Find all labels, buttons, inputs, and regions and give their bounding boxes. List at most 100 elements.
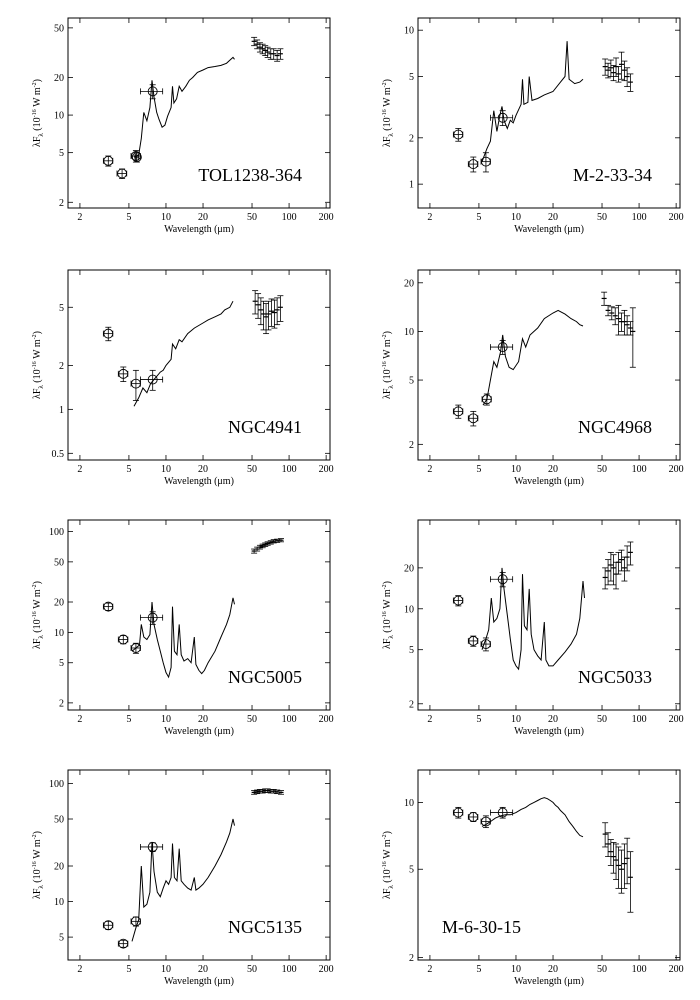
x-axis-label: Wavelength (μm) [164, 476, 234, 487]
y-axis-label-part: (10 [382, 619, 393, 635]
y-tick-label: 50 [54, 557, 64, 568]
x-tick-label: 100 [632, 464, 647, 475]
x-tick-label: 5 [476, 714, 481, 725]
x-tick-label: 100 [282, 464, 297, 475]
lws-point [621, 843, 628, 889]
photometry-marker [453, 406, 464, 417]
x-axis-label: Wavelength (μm) [514, 224, 584, 235]
x-tick-label: 200 [669, 464, 684, 475]
lws-point [618, 549, 625, 572]
x-tick-label: 20 [198, 964, 208, 975]
x-tick-label: 50 [247, 212, 257, 223]
lws-point [270, 48, 277, 60]
irs-spectrum-line [133, 300, 234, 407]
object-name-label: NGC5033 [578, 667, 652, 687]
y-tick-label: 5 [409, 865, 414, 876]
photometry-point [102, 155, 114, 167]
photometry-marker [147, 86, 158, 97]
y-axis-label-part: (10 [382, 869, 393, 885]
object-name-label: M-2-33-34 [573, 165, 652, 185]
y-tick-label: 10 [404, 604, 414, 615]
y-axis-label-part: λF [32, 388, 43, 399]
x-tick-label: 100 [282, 714, 297, 725]
x-tick-label: 2 [77, 464, 82, 475]
y-tick-label: 10 [404, 26, 414, 37]
chart-panel: 2 5 10 20 50 100 200 5 10 20 50 100 Wavelength (μm) λ… [32, 769, 334, 987]
x-tick-label: 100 [282, 212, 297, 223]
photometry-marker [118, 634, 129, 645]
lws-point [624, 545, 631, 572]
lws-point [274, 297, 281, 326]
lws-point [263, 303, 270, 335]
y-axis-label-part: -16 [382, 611, 388, 619]
x-axis-label: Wavelength (μm) [164, 976, 234, 987]
photometry-point [490, 572, 514, 588]
photometry-marker [131, 152, 142, 163]
y-axis-label-part: -2 [382, 834, 388, 839]
photometry-point [480, 152, 491, 173]
lws-point [602, 58, 609, 76]
lws-point [278, 790, 285, 795]
x-tick-label: 10 [511, 964, 521, 975]
photometry-point [452, 806, 464, 819]
lws-point [624, 315, 631, 336]
x-tick-label: 50 [597, 212, 607, 223]
photometry-point [467, 635, 479, 647]
y-axis-label: λFλ (10-16 W m-2) [382, 581, 395, 649]
y-axis-label-part: ) [32, 79, 43, 82]
photometry-marker [130, 151, 141, 161]
photometry-marker [130, 916, 141, 927]
lws-point [607, 839, 614, 866]
y-tick-label: 20 [404, 563, 414, 574]
irs-spectrum-line [482, 309, 584, 406]
y-axis-label-part: -2 [32, 334, 38, 339]
y-axis-label-part: ) [32, 331, 43, 334]
x-tick-label: 20 [548, 464, 558, 475]
photometry-marker [103, 920, 114, 931]
photometry-point [102, 326, 114, 342]
y-tick-label: 20 [54, 73, 64, 84]
lws-point [610, 65, 617, 82]
photometry-point [467, 410, 479, 427]
y-axis-label-part: -16 [32, 109, 38, 117]
plot-frame [417, 269, 681, 461]
lws-point [627, 321, 634, 336]
lws-point [274, 789, 281, 795]
y-axis-label-part: λ [387, 385, 395, 389]
x-axis-label: Wavelength (μm) [514, 976, 584, 987]
x-tick-label: 5 [126, 464, 131, 475]
x-tick-label: 100 [632, 964, 647, 975]
x-tick-label: 50 [247, 714, 257, 725]
photometry-marker [117, 168, 128, 179]
lws-point [251, 790, 258, 795]
photometry-marker [130, 378, 141, 389]
y-tick-label: 20 [54, 598, 64, 609]
lws-point [621, 556, 628, 582]
x-axis-label: Wavelength (μm) [164, 726, 234, 737]
photometry-marker [480, 156, 491, 167]
photometry-marker [130, 643, 141, 653]
y-axis-label-part: λ [387, 133, 395, 137]
x-tick-label: 200 [319, 964, 334, 975]
y-tick-label: 2 [409, 699, 414, 710]
y-axis-label-part: λ [37, 133, 45, 137]
photometry-point [102, 601, 114, 612]
lws-point [264, 46, 271, 58]
x-tick-label: 100 [632, 714, 647, 725]
y-axis-label-part: (10 [32, 619, 43, 635]
y-tick-label: 5 [59, 658, 64, 669]
y-axis-label-part: ) [32, 831, 43, 834]
x-tick-label: 5 [476, 964, 481, 975]
lws-point [610, 842, 617, 874]
y-axis-label-part: -16 [32, 611, 38, 619]
lws-point [615, 551, 622, 575]
photometry-marker [497, 112, 508, 123]
photometry-marker [453, 129, 464, 140]
lws-point [605, 62, 612, 79]
y-tick-label: 2 [59, 198, 64, 209]
photometry-point [452, 404, 464, 419]
lws-point [627, 541, 634, 566]
